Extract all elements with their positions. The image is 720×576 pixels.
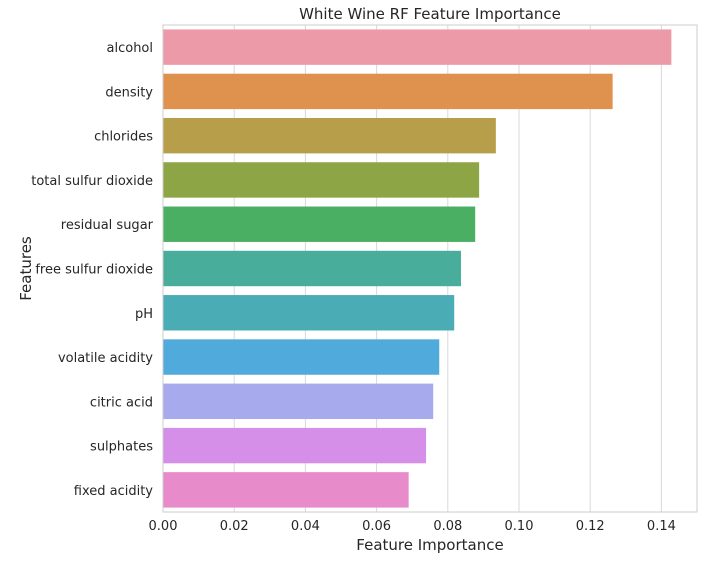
- y-tick-label: density: [105, 85, 153, 100]
- x-tick-labels: 0.00 0.02 0.04 0.06 0.08 0.10 0.12 0.14: [149, 519, 676, 534]
- y-tick-label: residual sugar: [61, 218, 154, 233]
- bar: [163, 339, 440, 375]
- plot-frame: [162, 24, 698, 513]
- y-axis-label: Features: [17, 236, 35, 301]
- bar: [163, 162, 480, 198]
- y-tick-label: fixed acidity: [74, 484, 154, 499]
- y-tick-label: total sulfur dioxide: [31, 174, 153, 189]
- x-tick-label: 0.06: [362, 519, 391, 534]
- y-tick-labels: alcohol density chlorides total sulfur diox…: [31, 41, 153, 499]
- bar: [163, 427, 427, 464]
- y-tick-label: sulphates: [90, 440, 153, 455]
- bar: [163, 117, 496, 154]
- y-tick-label: chlorides: [94, 130, 153, 145]
- x-axis-label: Feature Importance: [356, 536, 503, 554]
- bar: [163, 73, 613, 110]
- y-tick-label: volatile acidity: [58, 351, 153, 366]
- y-tick-label: alcohol: [107, 41, 153, 56]
- x-tick-label: 0.14: [647, 519, 676, 534]
- bars: [163, 29, 672, 508]
- x-tick-label: 0.00: [149, 519, 178, 534]
- bar: [163, 29, 672, 65]
- y-tick-label: free sulfur dioxide: [35, 263, 153, 278]
- x-tick-label: 0.02: [220, 519, 249, 534]
- x-tick-label: 0.10: [505, 519, 534, 534]
- x-tick-label: 0.08: [433, 519, 462, 534]
- bar: [163, 472, 409, 508]
- bar: [163, 250, 461, 287]
- x-tick-label: 0.12: [576, 519, 605, 534]
- chart-title: White Wine RF Feature Importance: [299, 5, 561, 23]
- bar: [163, 206, 476, 242]
- y-tick-label: pH: [135, 307, 153, 322]
- x-tick-label: 0.04: [291, 519, 320, 534]
- y-tick-label: citric acid: [90, 395, 153, 410]
- bar: [163, 295, 455, 331]
- bar: [163, 383, 434, 420]
